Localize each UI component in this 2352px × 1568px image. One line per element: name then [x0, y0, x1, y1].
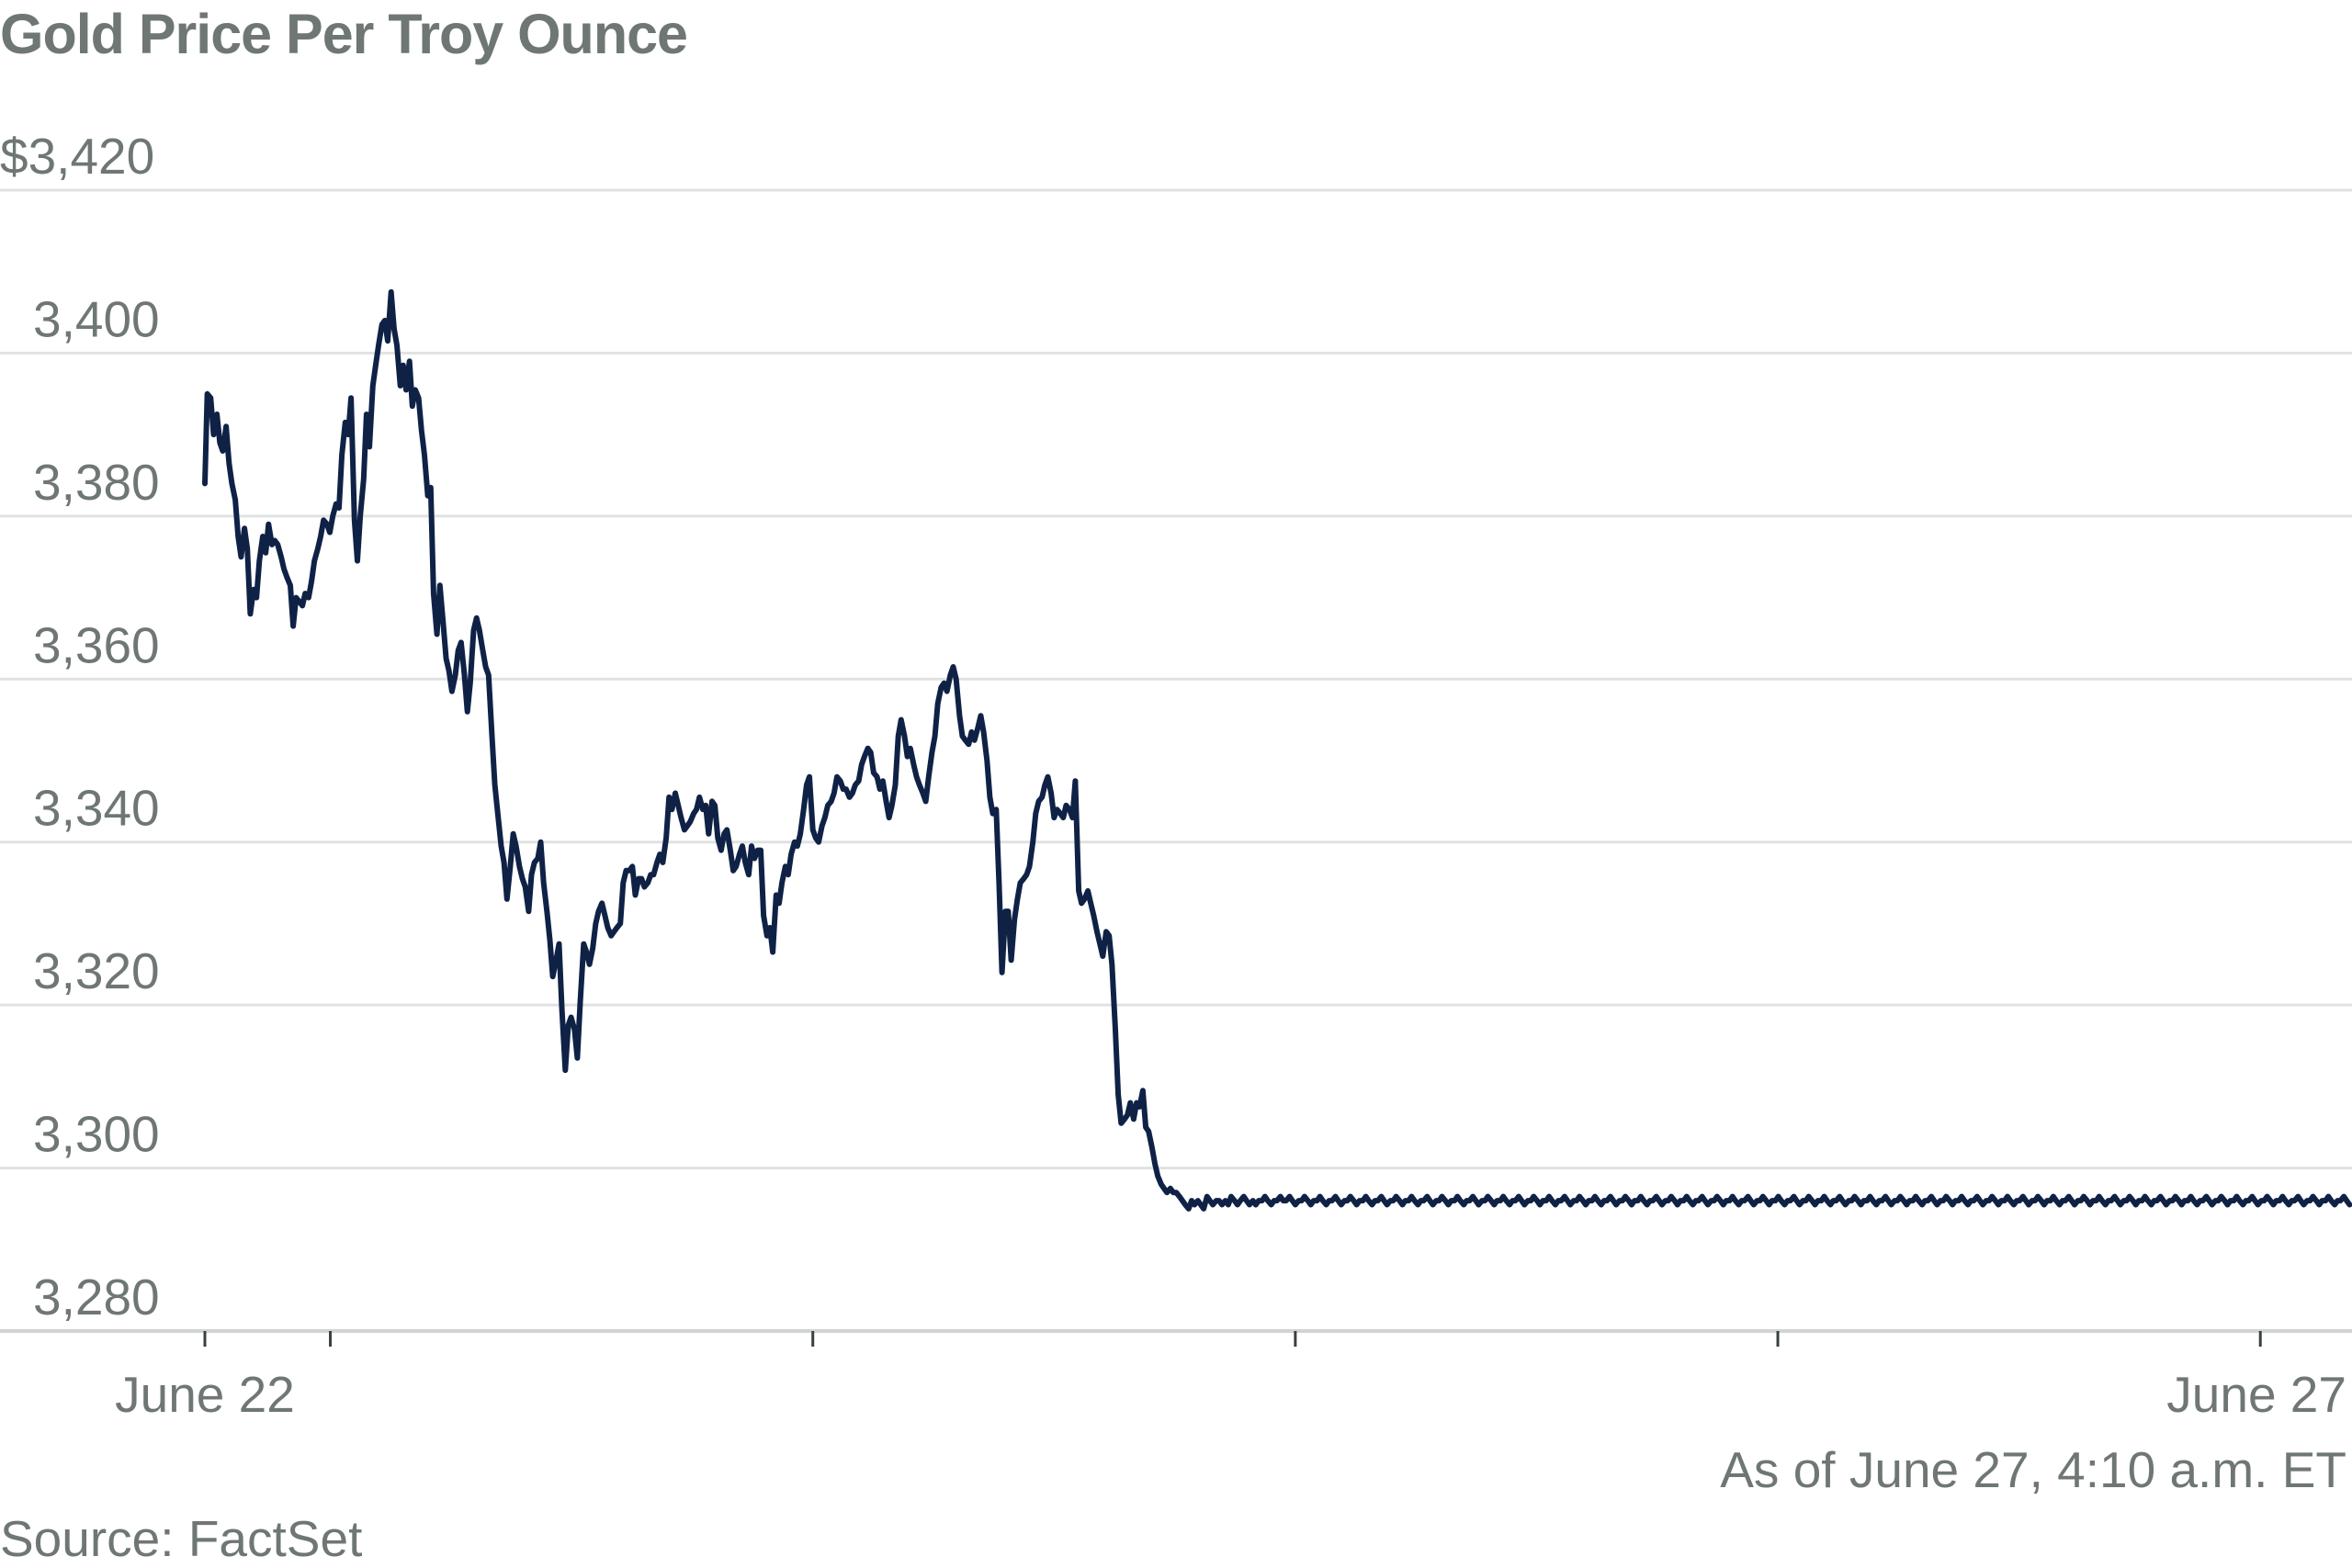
y-tick-label: 3,400: [33, 290, 160, 347]
y-tick-label: 3,280: [33, 1269, 160, 1325]
chart-title: Gold Price Per Troy Ounce: [0, 3, 688, 65]
y-tick-label: $3,420: [0, 128, 154, 185]
x-tick-label: June 27: [2166, 1366, 2346, 1423]
as-of-note: As of June 27, 4:10 a.m. ET: [1720, 1441, 2346, 1498]
y-tick-label: 3,360: [33, 616, 160, 673]
y-tick-label: 3,340: [33, 780, 160, 837]
y-tick-label: 3,320: [33, 942, 160, 999]
x-tick-label: June 22: [115, 1366, 295, 1423]
y-tick-label: 3,300: [33, 1106, 160, 1163]
y-tick-label: 3,380: [33, 454, 160, 511]
source-note: Source: FactSet: [0, 1510, 363, 1567]
series-line-gold-price: [202, 288, 2352, 1212]
